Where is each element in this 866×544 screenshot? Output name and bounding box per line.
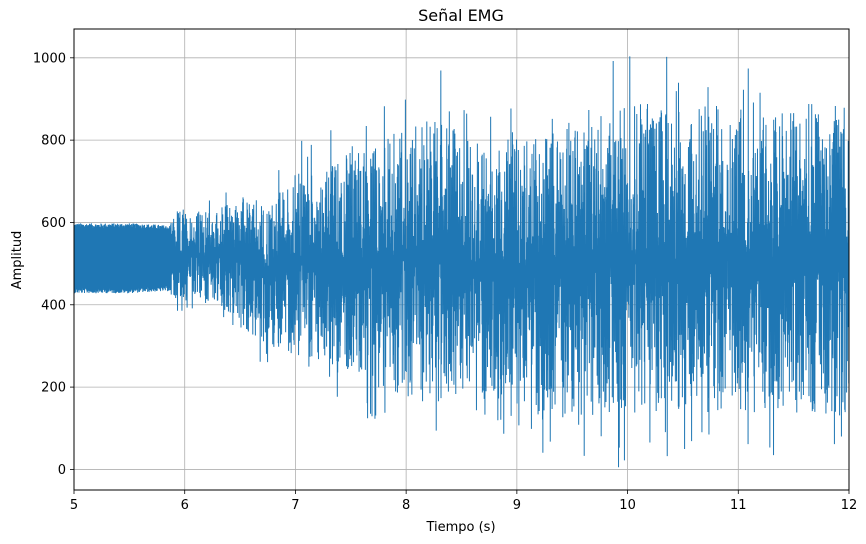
x-tick-label: 9 [513, 498, 521, 513]
x-tick-label: 12 [841, 498, 858, 513]
y-tick-label: 0 [58, 463, 66, 478]
y-axis-label: Amplitud [10, 231, 25, 290]
x-tick-label: 5 [70, 498, 78, 513]
y-tick-label: 800 [41, 134, 66, 149]
y-tick-label: 1000 [33, 51, 66, 66]
axes-frame [73, 28, 850, 491]
chart-title: Señal EMG [418, 6, 504, 25]
x-tick-label: 7 [291, 498, 299, 513]
x-tick-label: 11 [730, 498, 747, 513]
x-tick-label: 10 [619, 498, 636, 513]
x-tick-label: 6 [181, 498, 189, 513]
plot-area [74, 56, 849, 468]
x-axis-label: Tiempo (s) [425, 520, 495, 535]
y-tick-label: 200 [41, 381, 66, 396]
y-tick-label: 400 [41, 298, 66, 313]
ticks: 5 6 7 8 9 10 11 12 0 200 400 600 800 1000 [33, 51, 857, 513]
y-tick-label: 600 [41, 216, 66, 231]
x-tick-label: 8 [402, 498, 410, 513]
series-line-emg [74, 56, 849, 468]
